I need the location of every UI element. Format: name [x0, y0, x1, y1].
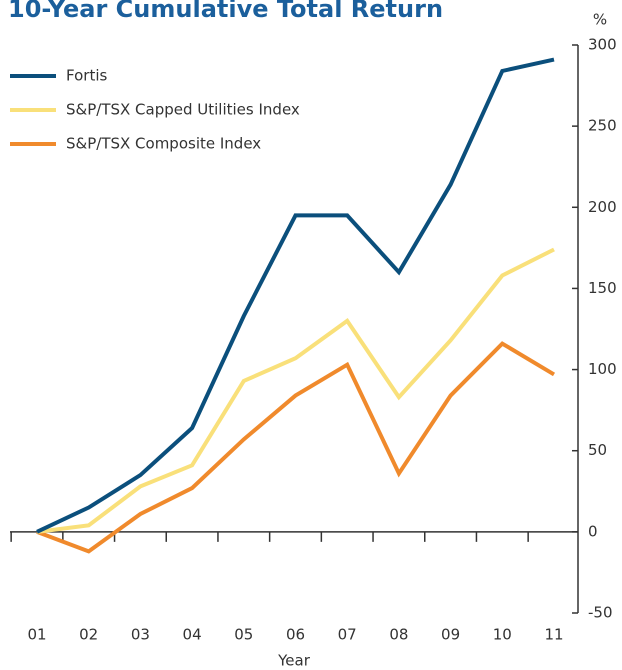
series-line — [36, 247, 555, 534]
y-tick-label: 50 — [588, 441, 607, 459]
legend-label: S&P/TSX Composite Index — [66, 135, 261, 153]
y-tick-label: 200 — [588, 198, 617, 216]
y-tick-label: -50 — [588, 604, 613, 622]
y-tick-label: 150 — [588, 279, 617, 297]
x-tick-label: 10 — [493, 626, 512, 644]
x-tick-label: 08 — [389, 626, 408, 644]
x-tick-label: 03 — [131, 626, 150, 644]
x-axis-label: Year — [277, 652, 311, 670]
legend-label: S&P/TSX Capped Utilities Index — [66, 101, 300, 119]
y-tick-label: 100 — [588, 360, 617, 378]
x-tick-label: 04 — [183, 626, 202, 644]
y-unit: % — [593, 11, 607, 29]
legend-label: Fortis — [66, 67, 107, 85]
x-tick-label: 06 — [286, 626, 305, 644]
y-tick-label: 0 — [588, 522, 598, 540]
y-tick-label: 250 — [588, 117, 617, 135]
x-tick-label: 02 — [79, 626, 98, 644]
x-tick-label: 09 — [441, 626, 460, 644]
series-line — [36, 341, 556, 554]
x-tick-label: 07 — [338, 626, 357, 644]
x-tick-label: 11 — [544, 626, 563, 644]
x-tick-label: 01 — [27, 626, 46, 644]
chart-title: 10-Year Cumulative Total Return — [8, 0, 443, 23]
series-line — [36, 57, 555, 534]
y-tick-label: 300 — [588, 36, 617, 54]
x-tick-label: 05 — [234, 626, 253, 644]
